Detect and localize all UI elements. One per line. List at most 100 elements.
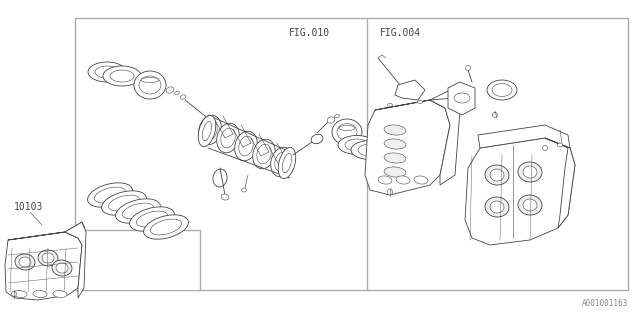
Ellipse shape: [95, 187, 125, 203]
Text: A001001163: A001001163: [582, 299, 628, 308]
Ellipse shape: [38, 250, 58, 266]
Polygon shape: [478, 125, 570, 148]
Ellipse shape: [518, 195, 542, 215]
Polygon shape: [365, 100, 450, 195]
Ellipse shape: [166, 87, 174, 93]
Polygon shape: [5, 232, 82, 300]
Ellipse shape: [241, 188, 246, 192]
Ellipse shape: [465, 66, 470, 70]
Text: FIG.010: FIG.010: [289, 28, 330, 38]
Ellipse shape: [384, 167, 406, 177]
Ellipse shape: [414, 176, 428, 184]
Ellipse shape: [253, 139, 275, 169]
Ellipse shape: [139, 76, 161, 94]
Ellipse shape: [485, 165, 509, 185]
Ellipse shape: [278, 148, 296, 179]
Polygon shape: [375, 90, 455, 110]
Ellipse shape: [110, 70, 134, 82]
Ellipse shape: [102, 191, 147, 215]
Ellipse shape: [221, 128, 236, 148]
Ellipse shape: [202, 121, 212, 141]
Ellipse shape: [103, 66, 141, 86]
Ellipse shape: [384, 139, 406, 149]
Ellipse shape: [150, 219, 182, 235]
Ellipse shape: [198, 116, 216, 147]
Ellipse shape: [523, 166, 537, 178]
Ellipse shape: [396, 176, 410, 184]
Ellipse shape: [335, 114, 339, 118]
Ellipse shape: [384, 125, 406, 135]
Ellipse shape: [15, 254, 35, 270]
Ellipse shape: [108, 195, 140, 211]
Ellipse shape: [19, 257, 31, 267]
Ellipse shape: [116, 199, 161, 223]
Ellipse shape: [327, 117, 335, 123]
Ellipse shape: [387, 189, 392, 195]
Polygon shape: [395, 80, 425, 100]
Ellipse shape: [485, 197, 509, 217]
Ellipse shape: [345, 139, 369, 151]
Text: FIG.004: FIG.004: [380, 28, 421, 38]
Ellipse shape: [311, 134, 323, 144]
Ellipse shape: [239, 136, 253, 156]
Ellipse shape: [203, 120, 217, 140]
Ellipse shape: [175, 91, 179, 95]
Bar: [75, 18, 628, 290]
Ellipse shape: [271, 147, 293, 177]
Polygon shape: [465, 138, 575, 245]
Ellipse shape: [130, 207, 174, 231]
Ellipse shape: [282, 153, 292, 173]
Ellipse shape: [56, 263, 68, 273]
Ellipse shape: [493, 113, 497, 117]
Ellipse shape: [213, 169, 227, 187]
Ellipse shape: [492, 84, 512, 97]
Ellipse shape: [221, 194, 229, 200]
Ellipse shape: [339, 125, 355, 131]
Ellipse shape: [33, 291, 47, 298]
Ellipse shape: [543, 146, 547, 150]
Ellipse shape: [378, 176, 392, 184]
Polygon shape: [430, 98, 460, 185]
Ellipse shape: [338, 135, 376, 155]
Ellipse shape: [88, 62, 126, 82]
Ellipse shape: [487, 80, 517, 100]
Ellipse shape: [337, 124, 357, 140]
Ellipse shape: [257, 144, 271, 164]
Ellipse shape: [490, 201, 504, 213]
Ellipse shape: [387, 103, 392, 107]
Ellipse shape: [217, 123, 239, 153]
Ellipse shape: [518, 162, 542, 182]
Ellipse shape: [490, 169, 504, 181]
Ellipse shape: [95, 66, 119, 78]
Ellipse shape: [235, 131, 257, 161]
Ellipse shape: [134, 71, 166, 99]
Polygon shape: [65, 222, 86, 298]
Polygon shape: [8, 222, 85, 240]
Ellipse shape: [122, 203, 154, 219]
Ellipse shape: [141, 77, 159, 83]
Ellipse shape: [351, 140, 389, 159]
Ellipse shape: [332, 119, 362, 145]
Ellipse shape: [384, 153, 406, 163]
Ellipse shape: [180, 95, 186, 99]
Ellipse shape: [358, 144, 382, 156]
Ellipse shape: [206, 116, 218, 126]
Text: 10103: 10103: [14, 202, 44, 212]
Polygon shape: [545, 138, 575, 228]
Ellipse shape: [143, 215, 188, 239]
Ellipse shape: [53, 291, 67, 298]
Ellipse shape: [454, 93, 470, 103]
Ellipse shape: [417, 100, 422, 103]
Ellipse shape: [42, 253, 54, 263]
Ellipse shape: [13, 291, 27, 298]
Polygon shape: [448, 82, 475, 115]
Ellipse shape: [557, 143, 563, 147]
Ellipse shape: [88, 183, 132, 207]
Ellipse shape: [136, 211, 168, 227]
Ellipse shape: [275, 152, 289, 172]
Bar: [75, 230, 200, 290]
Ellipse shape: [12, 292, 17, 297]
Ellipse shape: [198, 115, 221, 145]
Ellipse shape: [523, 199, 537, 211]
Ellipse shape: [52, 260, 72, 276]
